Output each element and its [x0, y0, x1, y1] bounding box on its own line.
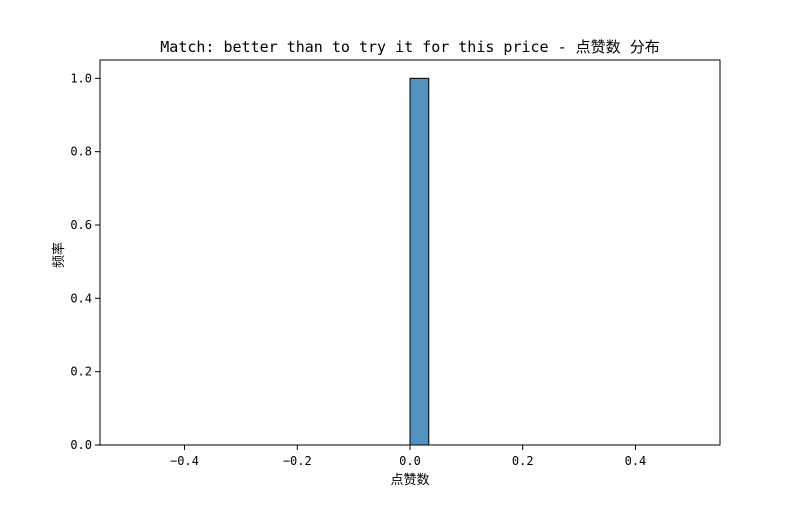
x-tick-label: 0.0 [399, 454, 421, 468]
y-tick-label: 0.4 [70, 291, 92, 305]
plot-frame [99, 59, 721, 446]
x-tick-label: 0.4 [625, 454, 647, 468]
chart-title: Match: better than to try it for this pr… [160, 38, 659, 56]
x-axis-ticks: −0.4 −0.2 0.0 0.2 0.4 [170, 445, 646, 468]
y-axis-ticks: 0.0 0.2 0.4 0.6 0.8 1.0 [70, 71, 100, 452]
x-tick-label: −0.2 [283, 454, 312, 468]
y-tick-label: 0.2 [70, 365, 92, 379]
x-tick-label: −0.4 [170, 454, 199, 468]
histogram-bar-1 [409, 77, 430, 446]
x-tick-label: 0.2 [512, 454, 534, 468]
y-tick-label: 0.0 [70, 438, 92, 452]
y-axis-label: 频率 [51, 242, 67, 268]
y-tick-label: 0.8 [70, 145, 92, 159]
x-axis-label: 点赞数 [390, 473, 429, 488]
y-tick-label: 0.6 [70, 218, 92, 232]
y-tick-label: 1.0 [70, 71, 92, 85]
